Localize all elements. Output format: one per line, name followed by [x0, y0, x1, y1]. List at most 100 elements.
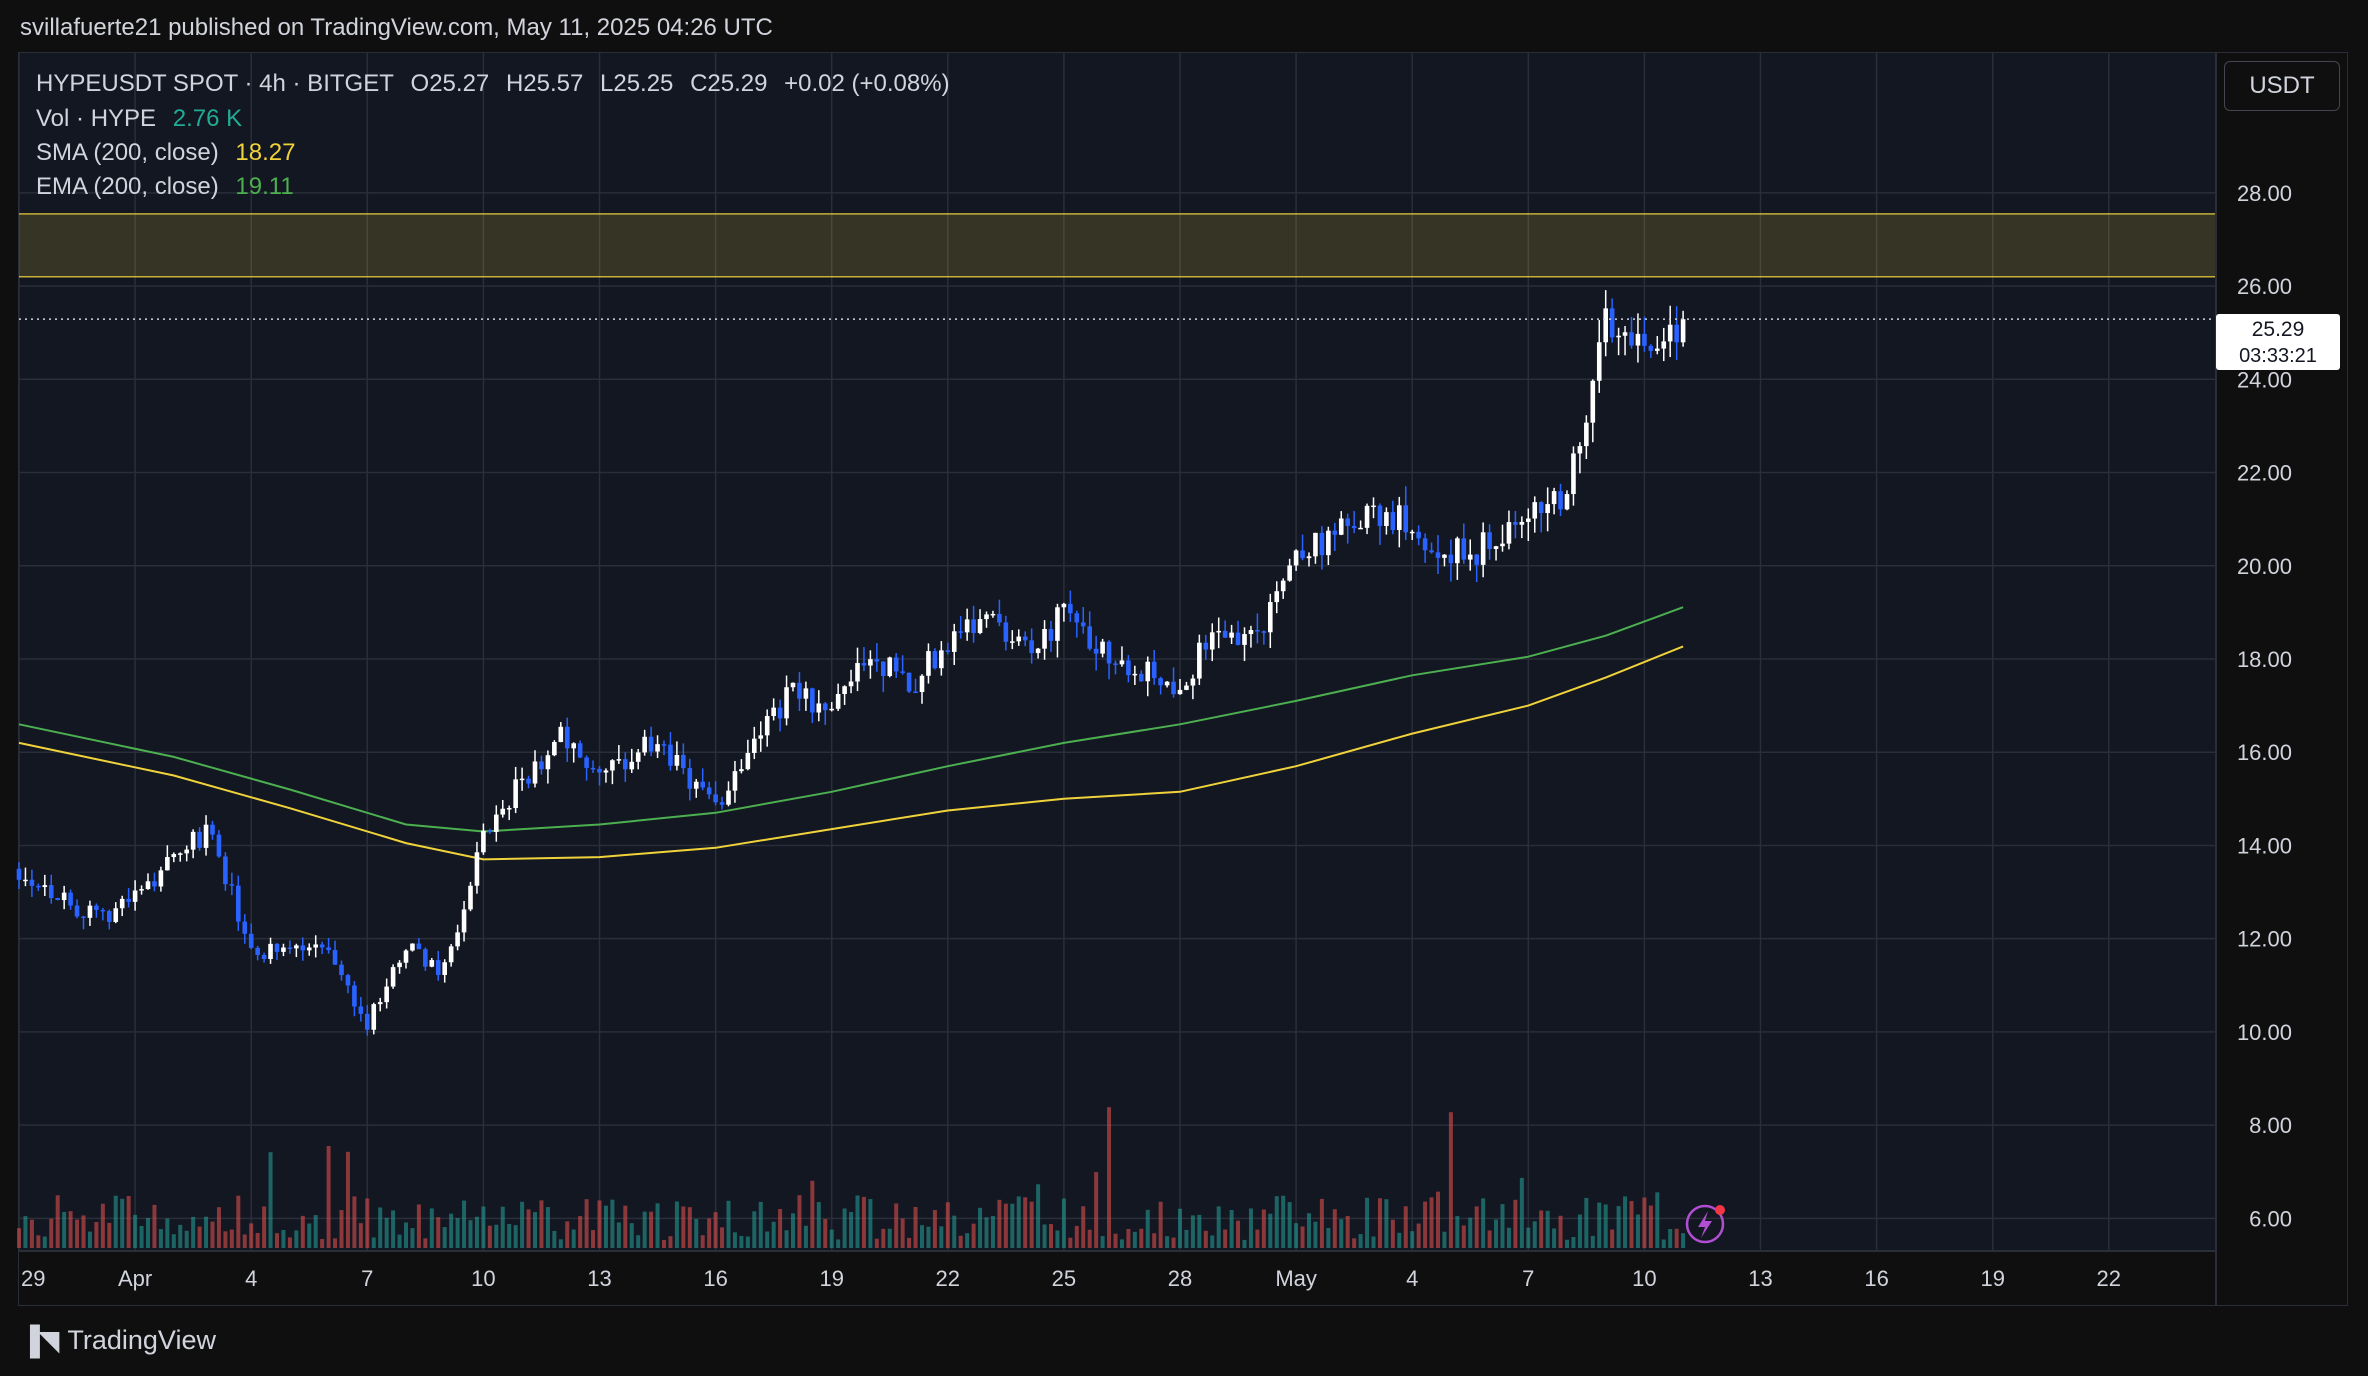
price-tick-label: 22.00 — [2237, 461, 2292, 486]
volume-bar — [1674, 1228, 1679, 1248]
candle-body — [932, 651, 938, 669]
volume-bar — [1584, 1197, 1589, 1248]
candle-body — [1371, 505, 1376, 508]
volume-bar — [165, 1218, 170, 1248]
volume-bar — [449, 1213, 454, 1248]
price-tick-label: 12.00 — [2237, 927, 2292, 952]
candle-body — [1577, 446, 1583, 454]
candle-body — [1229, 632, 1234, 638]
candle-body — [1280, 580, 1286, 592]
volume-bar — [1423, 1201, 1428, 1248]
legend-sma-row[interactable]: SMA (200, close) 18.27 — [36, 139, 305, 167]
volume-bar — [416, 1204, 421, 1248]
candle-body — [642, 736, 647, 753]
volume-bar — [404, 1222, 408, 1248]
candle-body — [661, 744, 667, 746]
candle-body — [610, 760, 615, 771]
volume-bar — [29, 1219, 34, 1248]
plot-area[interactable] — [19, 53, 2216, 1251]
candle-body — [1029, 640, 1034, 654]
volume-bar — [539, 1200, 544, 1248]
volume-bar — [36, 1235, 41, 1248]
volume-bar — [1165, 1236, 1170, 1248]
volume-bar — [649, 1211, 654, 1248]
candle-body — [236, 885, 241, 922]
volume-bar — [126, 1196, 131, 1248]
volume-bar — [842, 1208, 847, 1248]
candle-body — [339, 964, 344, 976]
candle-body — [1055, 607, 1060, 641]
time-axis[interactable]: 29 Apr 4 7 10 13 16 19 22 25 28 May 4 7 10 13 16 19 22 — [21, 1266, 2121, 1291]
high-value: H25.57 — [505, 70, 584, 97]
current-price-tag: 25.29 03:33:21 — [2216, 314, 2340, 370]
volume-bar — [216, 1207, 221, 1248]
candle-body — [1422, 538, 1428, 551]
volume-bar — [197, 1226, 202, 1248]
volume-bar — [81, 1215, 86, 1248]
volume-bar — [990, 1216, 995, 1248]
volume-bar — [442, 1227, 447, 1248]
candle-body — [706, 787, 712, 795]
volume-bar — [249, 1223, 254, 1248]
volume-bar — [1313, 1221, 1318, 1248]
candle-body — [306, 947, 312, 951]
tradingview-logo[interactable]: ▐◥ TradingView — [20, 1324, 216, 1357]
volume-bar — [1610, 1229, 1615, 1248]
volume-bar — [1397, 1232, 1402, 1248]
volume-bar — [1036, 1184, 1041, 1248]
resistance-zone-fill — [19, 213, 2216, 277]
volume-bar — [236, 1195, 241, 1248]
volume-bar — [816, 1202, 821, 1248]
time-tick-label: 29 — [21, 1266, 45, 1291]
candle-body — [1409, 531, 1415, 534]
candle-body — [1461, 538, 1467, 560]
volume-bar — [384, 1217, 389, 1248]
candle-body — [365, 1013, 370, 1030]
volume-bar — [1210, 1235, 1215, 1248]
candle-body — [629, 761, 635, 770]
ema-label: EMA (200, close) — [36, 173, 219, 200]
symbol-name[interactable]: HYPEUSDT SPOT · 4h · BITGET — [36, 70, 394, 97]
legend-volume-row[interactable]: Vol · HYPE 2.76 K — [36, 105, 252, 133]
candle-body — [1455, 538, 1460, 564]
lightning-icon[interactable] — [1685, 1204, 1725, 1244]
candle-body — [1171, 681, 1176, 695]
volume-bar — [1042, 1224, 1047, 1248]
candle-body — [984, 614, 989, 620]
candle-body — [1068, 603, 1073, 614]
volume-bar — [1494, 1219, 1499, 1248]
volume-bar — [1448, 1112, 1453, 1248]
volume-bar — [1003, 1203, 1008, 1248]
candle-body — [1287, 565, 1292, 581]
time-tick-label: 4 — [245, 1266, 257, 1291]
candle-body — [1268, 602, 1273, 633]
volume-bar — [371, 1237, 376, 1248]
candle-body — [577, 743, 583, 758]
volume-bar — [1190, 1215, 1195, 1248]
volume-bar — [468, 1220, 473, 1248]
volume-bar — [861, 1196, 866, 1248]
volume-bar — [1326, 1227, 1331, 1248]
volume-bar — [1655, 1192, 1660, 1248]
price-tick-label: 18.00 — [2237, 647, 2292, 672]
volume-bar — [1416, 1223, 1421, 1248]
volume-bar — [326, 1146, 331, 1248]
volume-bar — [1513, 1199, 1518, 1248]
price-axis[interactable]: 6.00 8.00 10.00 12.00 14.00 16.00 18.00 20.00 22… — [2237, 181, 2292, 1232]
current-price-value: 25.29 — [2251, 318, 2305, 341]
volume-bar — [823, 1218, 828, 1248]
candle-body — [1532, 502, 1538, 519]
legend-ema-row[interactable]: EMA (200, close) 19.11 — [36, 173, 304, 201]
currency-button[interactable]: USDT — [2224, 61, 2340, 111]
volume-bar — [1358, 1234, 1363, 1248]
volume-bar — [1178, 1208, 1182, 1248]
candle-body — [1209, 632, 1215, 650]
volume-bar — [849, 1212, 854, 1248]
volume-bar — [1094, 1172, 1099, 1248]
volume-bar — [552, 1230, 557, 1248]
candle-body — [107, 911, 112, 922]
volume-bar — [229, 1229, 234, 1248]
price-tick-label: 8.00 — [2249, 1113, 2292, 1138]
candle-body — [1293, 550, 1299, 566]
